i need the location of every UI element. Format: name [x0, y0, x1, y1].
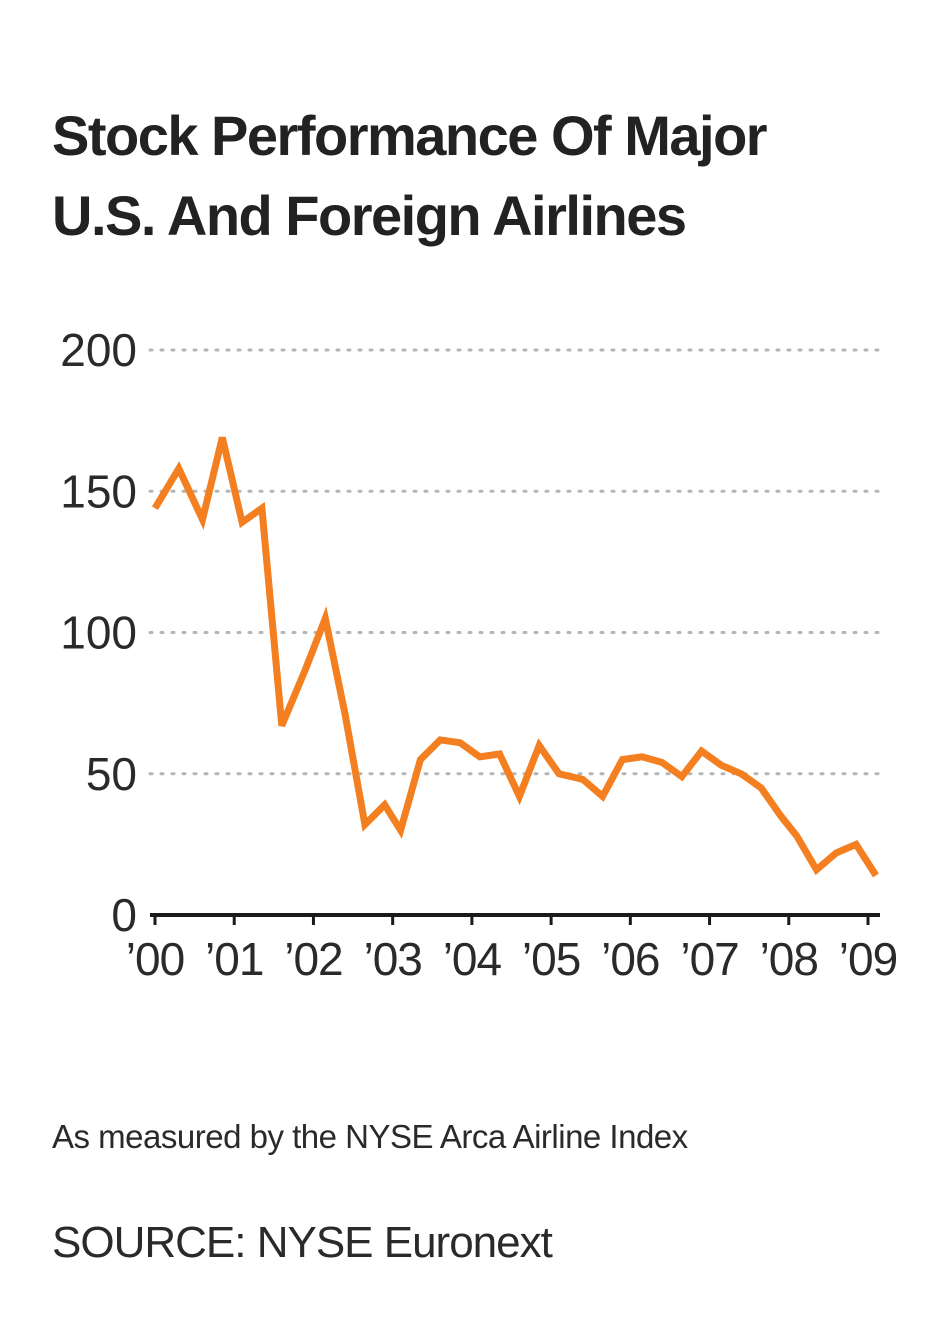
chart-title-line-2: U.S. And Foreign Airlines	[52, 184, 687, 247]
x-tick-label: ’09	[839, 933, 897, 985]
x-tick-label: ’08	[760, 933, 818, 985]
x-tick-label: ’05	[522, 933, 580, 985]
chart-title: Stock Performance Of Major U.S. And Fore…	[52, 96, 912, 256]
x-tick-label: ’01	[205, 933, 263, 985]
x-tick-label: ’03	[363, 933, 421, 985]
source-note: SOURCE: NYSE Euronext	[52, 1218, 553, 1267]
x-axis-ticks: ’00 ’01 ’02 ’03 ’04 ’05 ’06 ’07 ’08 ’09	[126, 915, 898, 985]
y-tick-label: 50	[86, 748, 137, 800]
x-tick-label: ’02	[284, 933, 342, 985]
chart-title-line-1: Stock Performance Of Major	[52, 104, 768, 167]
footnote: As measured by the NYSE Arca Airline Ind…	[52, 1118, 688, 1155]
y-axis-ticks: 0 50 100 150 200	[60, 324, 137, 941]
y-tick-label: 200	[60, 324, 137, 376]
y-tick-label: 0	[111, 889, 137, 941]
y-tick-label: 100	[60, 607, 137, 659]
x-tick-label: ’07	[680, 933, 738, 985]
x-tick-label: ’04	[443, 933, 502, 985]
line-chart: 0 50 100 150 200 ’00 ’01 ’02 ’03 ’04 ’05 ’06 ’07 ’08…	[60, 324, 898, 985]
x-tick-label: ’00	[126, 933, 184, 985]
grid-lines	[148, 348, 882, 776]
series-line	[152, 436, 879, 878]
y-tick-label: 150	[60, 465, 137, 517]
x-tick-label: ’06	[601, 933, 659, 985]
